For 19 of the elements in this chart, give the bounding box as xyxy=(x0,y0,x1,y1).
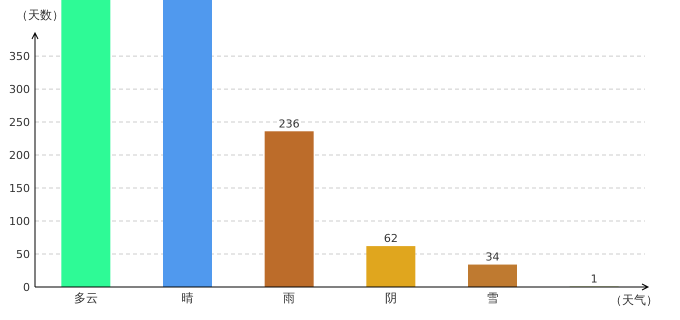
y-tick-label: 100 xyxy=(9,215,30,228)
data-label: 62 xyxy=(384,232,398,246)
x-tick-label: 雪 xyxy=(486,291,498,305)
y-tick-label: 150 xyxy=(9,182,30,196)
y-tick-label: 250 xyxy=(9,116,30,130)
data-label: 34 xyxy=(486,250,500,264)
x-tick-label: 多云 xyxy=(74,291,98,305)
x-tick-label: 晴 xyxy=(182,291,194,305)
x-tick-label: 雨 xyxy=(283,291,296,305)
y-tick-label: 200 xyxy=(9,149,30,162)
y-tick-label: 0 xyxy=(23,281,30,294)
y-tick-label: 300 xyxy=(9,83,30,96)
y-tick-label: 350 xyxy=(9,50,30,64)
y-axis-title: （天数） xyxy=(16,8,64,22)
data-label: 1 xyxy=(590,272,598,286)
x-tick-label: 阴 xyxy=(384,291,397,305)
y-tick-label: 50 xyxy=(16,248,30,262)
data-label: 236 xyxy=(278,117,300,130)
x-axis-title: （天气） xyxy=(610,293,658,307)
